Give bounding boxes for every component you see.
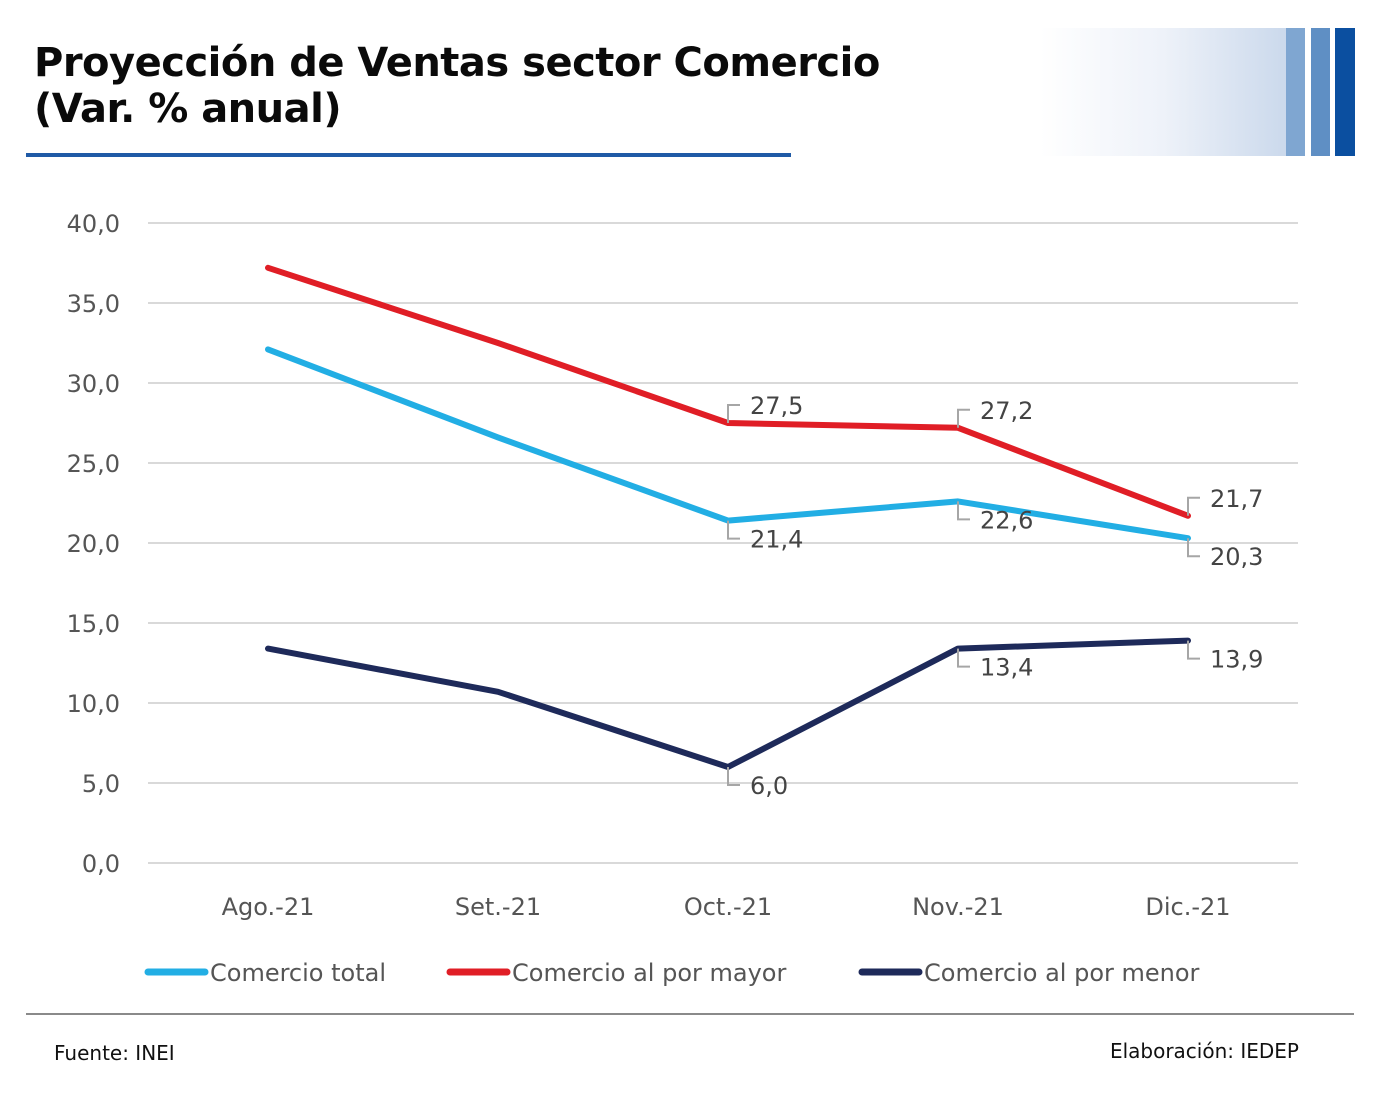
legend-label: Comercio al por mayor bbox=[512, 959, 786, 987]
data-label: 21,4 bbox=[750, 526, 803, 554]
y-tick-label: 30,0 bbox=[67, 370, 120, 398]
y-tick-label: 15,0 bbox=[67, 610, 120, 638]
chart-title: Proyección de Ventas sector Comercio (Va… bbox=[34, 40, 880, 132]
x-tick-label: Set.-21 bbox=[455, 893, 541, 921]
legend-label: Comercio al por menor bbox=[924, 959, 1200, 987]
title-underline bbox=[26, 153, 791, 157]
data-label: 27,2 bbox=[980, 397, 1033, 425]
chart-title-line1: Proyección de Ventas sector Comercio bbox=[34, 40, 880, 86]
data-labels: 21,4 22,6 20,3 27,5 27,2 21,7 6,0 13,4 13,9 bbox=[727, 392, 1263, 800]
data-label: 27,5 bbox=[750, 392, 803, 420]
data-label-leader bbox=[957, 648, 970, 668]
decoration-bar-dark bbox=[1335, 28, 1355, 156]
data-label-leader bbox=[727, 520, 740, 540]
y-tick-label: 40,0 bbox=[67, 210, 120, 238]
x-axis-ticks: Ago.-21 Set.-21 Oct.-21 Nov.-21 Dic.-21 bbox=[222, 893, 1231, 921]
chart-title-line2: (Var. % anual) bbox=[34, 86, 342, 132]
series-line-comercio-total bbox=[265, 346, 1191, 542]
y-tick-label: 5,0 bbox=[82, 770, 120, 798]
legend: Comercio total Comercio al por mayor Comer… bbox=[144, 959, 1200, 987]
header-decoration bbox=[1040, 28, 1356, 156]
y-tick-label: 0,0 bbox=[82, 850, 120, 878]
data-label-leader bbox=[1187, 496, 1200, 516]
x-tick-label: Oct.-21 bbox=[684, 893, 772, 921]
decoration-bar-medium bbox=[1311, 28, 1330, 156]
gridlines bbox=[148, 222, 1298, 864]
x-tick-label: Dic.-21 bbox=[1145, 893, 1230, 921]
data-label: 13,4 bbox=[980, 654, 1033, 682]
series-line-comercio-al-por-mayor bbox=[265, 264, 1191, 519]
data-label-leader bbox=[957, 501, 970, 521]
y-axis-ticks: 0,0 5,0 10,0 15,0 20,0 25,0 30,0 35,0 40,0 bbox=[67, 210, 120, 878]
footer-divider bbox=[26, 1013, 1354, 1015]
source-note: Fuente: INEI bbox=[54, 1041, 175, 1065]
data-label-leader bbox=[957, 408, 970, 428]
line-chart: 0,0 5,0 10,0 15,0 20,0 25,0 30,0 35,0 40,0 Ago.-… bbox=[67, 210, 1298, 987]
decoration-gradient bbox=[1040, 28, 1286, 156]
y-tick-label: 25,0 bbox=[67, 450, 120, 478]
y-tick-label: 35,0 bbox=[67, 290, 120, 318]
data-label-leader bbox=[1187, 538, 1200, 558]
x-tick-label: Nov.-21 bbox=[912, 893, 1004, 921]
y-tick-label: 10,0 bbox=[67, 690, 120, 718]
data-label: 6,0 bbox=[750, 772, 788, 800]
y-tick-label: 20,0 bbox=[67, 530, 120, 558]
data-label: 20,3 bbox=[1210, 543, 1263, 571]
data-label-leader bbox=[1187, 640, 1200, 660]
data-label-leader bbox=[727, 404, 740, 423]
data-label: 22,6 bbox=[980, 506, 1033, 534]
data-label: 21,7 bbox=[1210, 485, 1263, 513]
data-label: 13,9 bbox=[1210, 646, 1263, 674]
data-label-leader bbox=[727, 767, 740, 786]
x-tick-label: Ago.-21 bbox=[222, 893, 315, 921]
series-lines bbox=[265, 264, 1191, 770]
credit-note: Elaboración: IEDEP bbox=[1109, 1039, 1299, 1063]
decoration-bar-light bbox=[1286, 28, 1305, 156]
legend-label: Comercio total bbox=[210, 959, 386, 987]
